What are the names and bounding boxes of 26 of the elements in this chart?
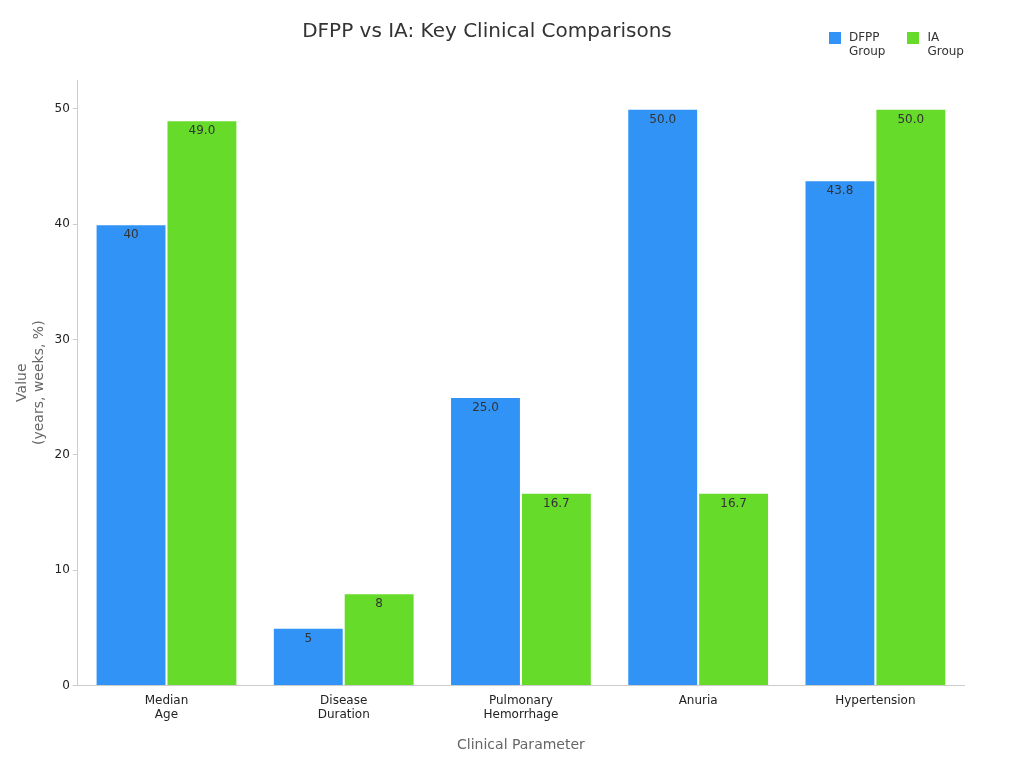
y-tick-label: 20 [54,446,70,461]
data-label: 49.0 [188,123,216,138]
data-label: 50.0 [897,111,925,126]
data-label: 50.0 [649,111,677,126]
data-label: 5 [304,630,313,645]
x-axis-title: Clinical Parameter [457,736,586,753]
data-label: 43.8 [826,183,854,198]
data-label: 16.7 [720,495,747,510]
y-tick-label: 40 [54,216,70,231]
x-tick-label: Anuria [678,692,718,707]
x-tick-label: Hypertension [835,692,916,707]
y-axis-title: Value (years, weeks, %) [13,320,46,446]
data-label: 8 [375,596,383,611]
x-tick-label: Pulmonary Hemorrhage [483,692,559,722]
legend-label: IA Group [927,30,964,58]
x-tick-label: Disease Duration [317,692,370,722]
y-tick-label: 50 [54,100,70,115]
data-label: 40 [123,227,139,242]
y-tick-label: 10 [54,562,70,577]
y-tick-label: 30 [54,331,70,346]
y-tick-label: 0 [62,677,70,692]
data-label: 16.7 [543,495,570,510]
data-label: 25.0 [472,400,499,415]
legend-label: DFPP Group [848,30,886,58]
x-tick-label: Median Age [144,692,189,722]
chart-title: DFPP vs IA: Key Clinical Comparisons [302,18,672,43]
